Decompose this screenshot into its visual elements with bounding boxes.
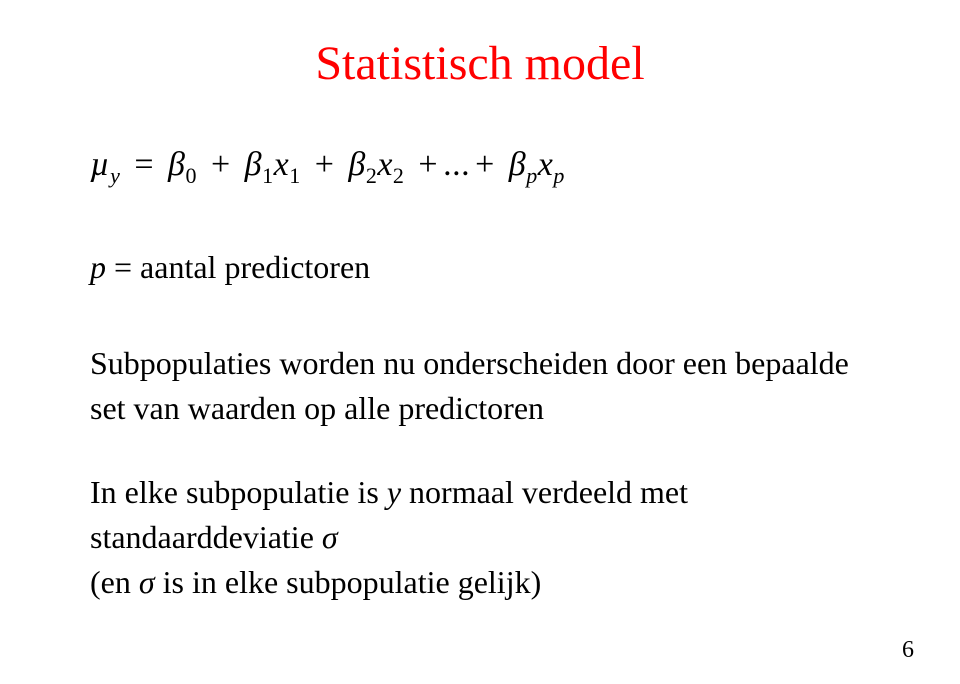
p-definition-text: = aantal predictoren <box>106 249 370 285</box>
regression-equation: µy = β0 + β1x1 + β2x2 +...+ βpxp <box>90 146 870 189</box>
operator-plus: + <box>418 146 438 183</box>
symbol-xp: x <box>538 146 554 183</box>
subscript-0: 0 <box>185 163 197 188</box>
symbol-x2: x <box>377 146 393 183</box>
text-paren-rest: is in elke subpopulatie gelijk) <box>155 564 542 600</box>
subscript-1b: 1 <box>289 163 301 188</box>
variable-y: y <box>387 474 401 510</box>
symbol-x1: x <box>274 146 290 183</box>
symbol-betap: β <box>509 146 526 183</box>
subscript-pa: p <box>526 163 538 188</box>
paragraph-subpopulations: Subpopulaties worden nu onderscheiden do… <box>90 341 870 431</box>
p-definition-line: p = aantal predictoren <box>90 249 870 286</box>
operator-plus: + <box>475 146 495 183</box>
symbol-beta1: β <box>245 146 262 183</box>
variable-sigma-2: σ <box>139 564 155 600</box>
variable-sigma-1: σ <box>322 519 338 555</box>
operator-equals: = <box>134 146 154 183</box>
symbol-mu: µ <box>90 146 110 183</box>
page-number: 6 <box>902 637 914 664</box>
subscript-2b: 2 <box>393 163 405 188</box>
text-prefix: In elke subpopulatie is <box>90 474 387 510</box>
text-paren-open: (en <box>90 564 139 600</box>
symbol-beta2: β <box>348 146 365 183</box>
subscript-1a: 1 <box>262 163 274 188</box>
operator-plus: + <box>211 146 231 183</box>
symbol-beta0: β <box>168 146 185 183</box>
operator-plus: + <box>315 146 335 183</box>
variable-p: p <box>90 249 106 285</box>
paragraph-distribution: In elke subpopulatie is y normaal verdee… <box>90 470 870 604</box>
subscript-y: y <box>110 163 120 188</box>
subscript-2a: 2 <box>366 163 378 188</box>
page-title: Statistisch model <box>90 36 870 91</box>
symbol-dots: ... <box>443 146 470 183</box>
slide-page: Statistisch model µy = β0 + β1x1 + β2x2 … <box>0 0 960 684</box>
subscript-pb: p <box>553 163 565 188</box>
